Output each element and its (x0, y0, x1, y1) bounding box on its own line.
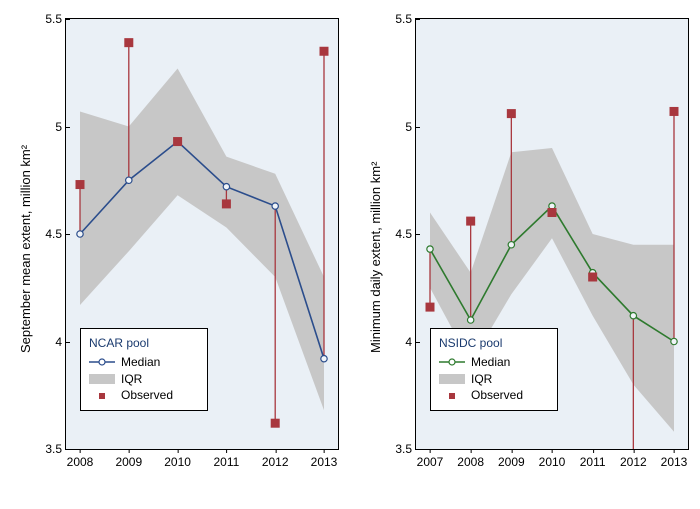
legend-label: Observed (121, 387, 173, 404)
panel-ncar: 3.5 4 4.5 5 5.5 2008 2009 2010 2011 2012 2013 Septe… (0, 10, 350, 499)
x-tick: 2007 (417, 449, 444, 469)
x-tick: 2012 (620, 449, 647, 469)
x-tick: 2008 (457, 449, 484, 469)
observed-marker (588, 273, 597, 282)
legend-swatch-median (439, 356, 465, 368)
median-marker (272, 203, 278, 209)
observed-marker (320, 47, 329, 56)
x-tick: 2011 (213, 449, 239, 469)
legend-swatch-iqr (89, 373, 115, 385)
legend: NSIDC pool MedianIQRObserved (430, 328, 558, 411)
y-tick: 5 (405, 120, 416, 134)
y-tick: 3.5 (45, 442, 66, 456)
panel-nsidc: 3.5 4 4.5 5 5.5 2007 2008 2009 2010 2011 2012 2013 M… (350, 10, 700, 499)
y-tick: 4.5 (45, 227, 66, 241)
y-tick: 4 (55, 335, 66, 349)
median-marker (223, 184, 229, 190)
median-marker (126, 177, 132, 183)
legend-row-iqr: IQR (89, 371, 199, 388)
observed-marker (173, 137, 182, 146)
legend-label: Observed (471, 387, 523, 404)
median-marker (427, 246, 433, 252)
observed-marker (466, 217, 475, 226)
median-marker (508, 242, 514, 248)
observed-marker (76, 180, 85, 189)
median-marker (321, 356, 327, 362)
y-tick: 5.5 (395, 12, 416, 26)
median-marker (630, 313, 636, 319)
y-axis-label: Minimum daily extent, million km² (368, 162, 383, 353)
median-marker (467, 317, 473, 323)
x-tick: 2012 (262, 449, 289, 469)
figure: 3.5 4 4.5 5 5.5 2008 2009 2010 2011 2012 2013 Septe… (0, 0, 700, 509)
median-marker (77, 231, 83, 237)
y-tick: 5 (55, 120, 66, 134)
legend-swatch-median (89, 356, 115, 368)
legend-title: NCAR pool (89, 335, 199, 352)
legend-row-obs: Observed (89, 387, 199, 404)
legend-swatch-obs (439, 390, 465, 402)
legend-title: NSIDC pool (439, 335, 549, 352)
legend: NCAR pool MedianIQRObserved (80, 328, 208, 411)
x-tick: 2008 (67, 449, 94, 469)
y-tick: 4 (405, 335, 416, 349)
y-tick: 5.5 (45, 12, 66, 26)
observed-marker (124, 38, 133, 47)
legend-row-iqr: IQR (439, 371, 549, 388)
y-tick: 3.5 (395, 442, 416, 456)
x-tick: 2013 (661, 449, 688, 469)
x-tick: 2010 (164, 449, 191, 469)
x-tick: 2011 (580, 449, 606, 469)
median-marker (671, 338, 677, 344)
legend-label: Median (121, 354, 160, 371)
observed-marker (670, 107, 679, 116)
legend-label: IQR (121, 371, 142, 388)
legend-swatch-obs (89, 390, 115, 402)
legend-label: IQR (471, 371, 492, 388)
observed-marker (548, 208, 557, 217)
observed-marker (222, 199, 231, 208)
legend-swatch-iqr (439, 373, 465, 385)
observed-marker (271, 419, 280, 428)
x-tick: 2009 (115, 449, 142, 469)
observed-marker (507, 109, 516, 118)
legend-row-median: Median (439, 354, 549, 371)
legend-label: Median (471, 354, 510, 371)
y-tick: 4.5 (395, 227, 416, 241)
x-tick: 2010 (539, 449, 566, 469)
x-tick: 2013 (311, 449, 338, 469)
legend-row-median: Median (89, 354, 199, 371)
legend-row-obs: Observed (439, 387, 549, 404)
x-tick: 2009 (498, 449, 525, 469)
y-axis-label: September mean extent, million km² (18, 145, 33, 353)
observed-marker (426, 303, 435, 312)
